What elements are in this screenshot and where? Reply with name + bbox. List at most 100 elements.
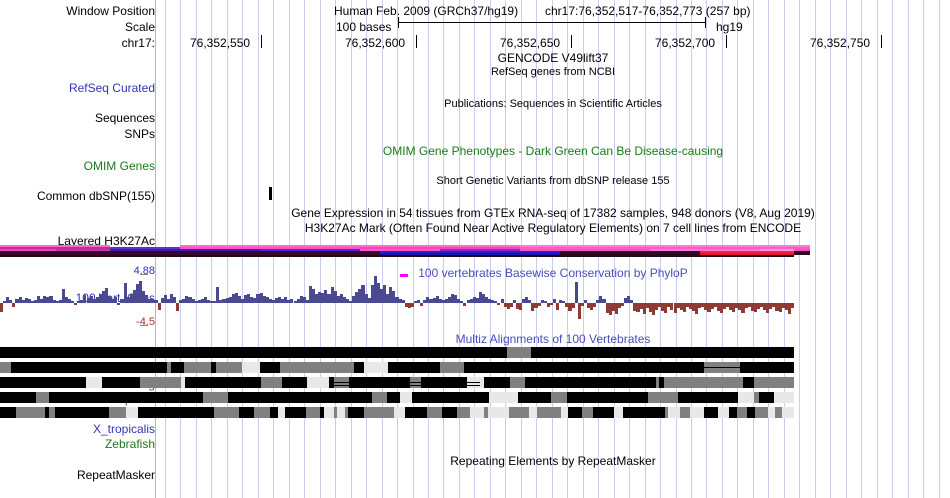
conservation-bar <box>43 296 47 303</box>
multiz-row-chicken[interactable] <box>0 407 794 418</box>
multiz-block <box>729 407 737 418</box>
multiz-block <box>67 377 86 388</box>
multiz-block <box>285 407 293 418</box>
conservation-bar <box>661 303 665 311</box>
conservation-bar <box>27 299 31 303</box>
track-label-common-dbsnp[interactable]: Common dbSNP(155) <box>36 189 155 203</box>
h3k27ac-segment <box>180 247 380 249</box>
multiz-row-dog[interactable] <box>0 377 794 388</box>
conservation-bar <box>259 293 263 303</box>
multiz-block <box>278 407 285 418</box>
h3k27ac-segment <box>0 253 380 255</box>
multiz-block <box>210 347 237 358</box>
multiz-block <box>239 407 254 418</box>
species-label-zebrafish[interactable]: Zebrafish <box>104 437 155 451</box>
conservation-bar <box>556 303 560 310</box>
multiz-block <box>204 347 210 358</box>
multiz-block <box>457 407 470 418</box>
conservation-bar <box>420 303 424 306</box>
h3k27ac-segment <box>360 245 520 247</box>
conservation-bar <box>447 297 452 303</box>
multiz-block <box>126 407 138 418</box>
conservation-bar <box>651 303 655 315</box>
multiz-block <box>88 407 97 418</box>
multiz-block <box>49 392 54 403</box>
multiz-block <box>143 392 161 403</box>
conservation-bar <box>83 295 87 303</box>
multiz-block <box>45 407 49 418</box>
conservation-bar <box>614 303 618 314</box>
conservation-bar <box>302 297 306 303</box>
conservation-bar <box>512 300 516 303</box>
conservation-bar <box>611 303 615 311</box>
conservation-bar <box>77 301 81 303</box>
conservation-bar <box>290 299 294 303</box>
track-label-omim-genes[interactable]: OMIM Genes <box>83 159 155 173</box>
multiz-block <box>618 392 621 403</box>
multiz-block <box>405 407 416 418</box>
conservation-bar <box>636 303 640 312</box>
track-label-refseq-curated[interactable]: RefSeq Curated <box>68 81 155 95</box>
track-label-layered-h3k27ac[interactable]: Layered H3K27Ac <box>57 234 155 248</box>
track-label-snps[interactable]: SNPs <box>124 127 155 141</box>
conservation-bar <box>549 303 553 305</box>
multiz-block <box>245 392 263 403</box>
multiz-block <box>140 377 181 388</box>
multiz-block <box>734 377 743 388</box>
multiz-block <box>203 392 228 403</box>
h3k27ac-segment <box>520 247 810 249</box>
conservation-bar <box>457 299 461 303</box>
multiz-block <box>165 407 181 418</box>
h3k27ac-layered-signal[interactable] <box>0 245 810 259</box>
conservation-bar <box>565 303 569 307</box>
conservation-bar <box>166 299 170 303</box>
conservation-phylop-chart[interactable] <box>0 272 794 330</box>
conservation-bar <box>9 300 13 303</box>
multiz-block <box>54 392 65 403</box>
conservation-bar <box>355 292 359 303</box>
conservation-bar <box>197 300 201 303</box>
multiz-block <box>282 377 288 388</box>
species-label-x-tropicalis[interactable]: X_tropicalis <box>92 422 155 436</box>
track-label-sequences[interactable]: Sequences <box>94 111 155 125</box>
conservation-bar <box>210 301 214 303</box>
ruler-tick-label: 76,352,550 <box>190 36 251 50</box>
multiz-row-mouse[interactable] <box>0 362 794 373</box>
multiz-block <box>529 407 537 418</box>
multiz-block <box>718 407 729 418</box>
conservation-bar <box>568 303 572 311</box>
h3k27ac-segment <box>0 249 56 251</box>
multiz-block <box>576 362 596 373</box>
conservation-bar <box>741 303 745 313</box>
conservation-bar <box>763 303 767 310</box>
multiz-row-x-tropicalis[interactable] <box>0 422 794 433</box>
multiz-block <box>198 377 234 388</box>
conservation-bar <box>627 296 631 303</box>
multiz-block <box>701 392 727 403</box>
multiz-block <box>704 407 708 418</box>
multiz-row-zebrafish[interactable] <box>0 437 794 448</box>
multiz-row-elephant[interactable] <box>0 392 794 403</box>
conservation-bar <box>760 303 764 307</box>
track-label-repeatmasker[interactable]: RepeatMasker <box>76 468 155 482</box>
repeatmasker-caption: Repeating Elements by RepeatMasker <box>450 454 656 468</box>
multiz-block <box>656 377 659 388</box>
multiz-block <box>30 347 38 358</box>
multiz-block <box>464 362 493 373</box>
multiz-block <box>668 407 680 418</box>
conservation-bar <box>293 301 297 303</box>
multiz-block <box>331 362 354 373</box>
multiz-row-rhesus[interactable] <box>0 347 794 358</box>
conservation-bar <box>540 300 544 303</box>
multiz-block <box>568 407 582 418</box>
gtex-caption: Gene Expression in 54 tissues from GTEx … <box>291 206 815 220</box>
dbsnp-variant-tick[interactable] <box>269 187 272 200</box>
position-range: chr17:76,352,517-76,352,773 (257 bp) <box>545 4 751 18</box>
multiz-caption: Multiz Alignments of 100 Vertebrates <box>455 332 651 346</box>
multiz-block <box>737 407 747 418</box>
conservation-bar <box>281 299 285 303</box>
conservation-bar <box>478 292 482 303</box>
conservation-bar <box>543 301 547 303</box>
multiz-block <box>450 407 457 418</box>
